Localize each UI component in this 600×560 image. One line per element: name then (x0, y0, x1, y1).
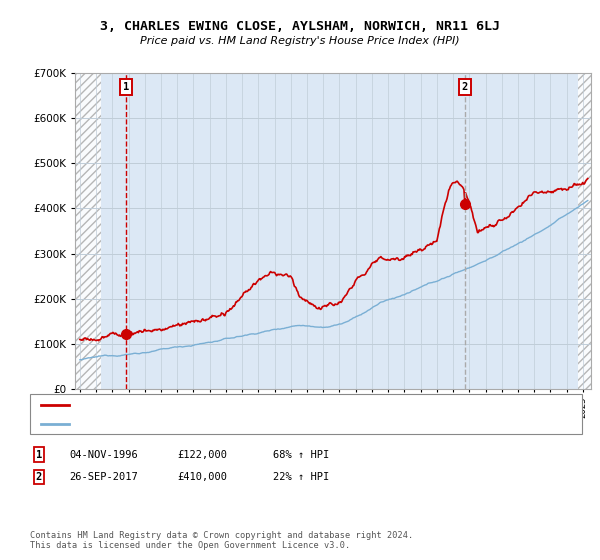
Text: 68% ↑ HPI: 68% ↑ HPI (273, 450, 329, 460)
Text: 04-NOV-1996: 04-NOV-1996 (69, 450, 138, 460)
Text: HPI: Average price, detached house, Broadland: HPI: Average price, detached house, Broa… (75, 419, 334, 428)
Text: 3, CHARLES EWING CLOSE, AYLSHAM, NORWICH, NR11 6LJ (detached house): 3, CHARLES EWING CLOSE, AYLSHAM, NORWICH… (75, 400, 460, 409)
Text: Contains HM Land Registry data © Crown copyright and database right 2024.
This d: Contains HM Land Registry data © Crown c… (30, 531, 413, 550)
Text: 2: 2 (462, 82, 468, 92)
Text: Price paid vs. HM Land Registry's House Price Index (HPI): Price paid vs. HM Land Registry's House … (140, 36, 460, 46)
Bar (578, 73, 591, 389)
Bar (75, 73, 101, 389)
Text: £410,000: £410,000 (177, 472, 227, 482)
Text: 2: 2 (36, 472, 42, 482)
Text: 1: 1 (123, 82, 129, 92)
Text: £122,000: £122,000 (177, 450, 227, 460)
Text: 3, CHARLES EWING CLOSE, AYLSHAM, NORWICH, NR11 6LJ: 3, CHARLES EWING CLOSE, AYLSHAM, NORWICH… (100, 20, 500, 32)
Text: 1: 1 (36, 450, 42, 460)
Text: 22% ↑ HPI: 22% ↑ HPI (273, 472, 329, 482)
Text: 26-SEP-2017: 26-SEP-2017 (69, 472, 138, 482)
